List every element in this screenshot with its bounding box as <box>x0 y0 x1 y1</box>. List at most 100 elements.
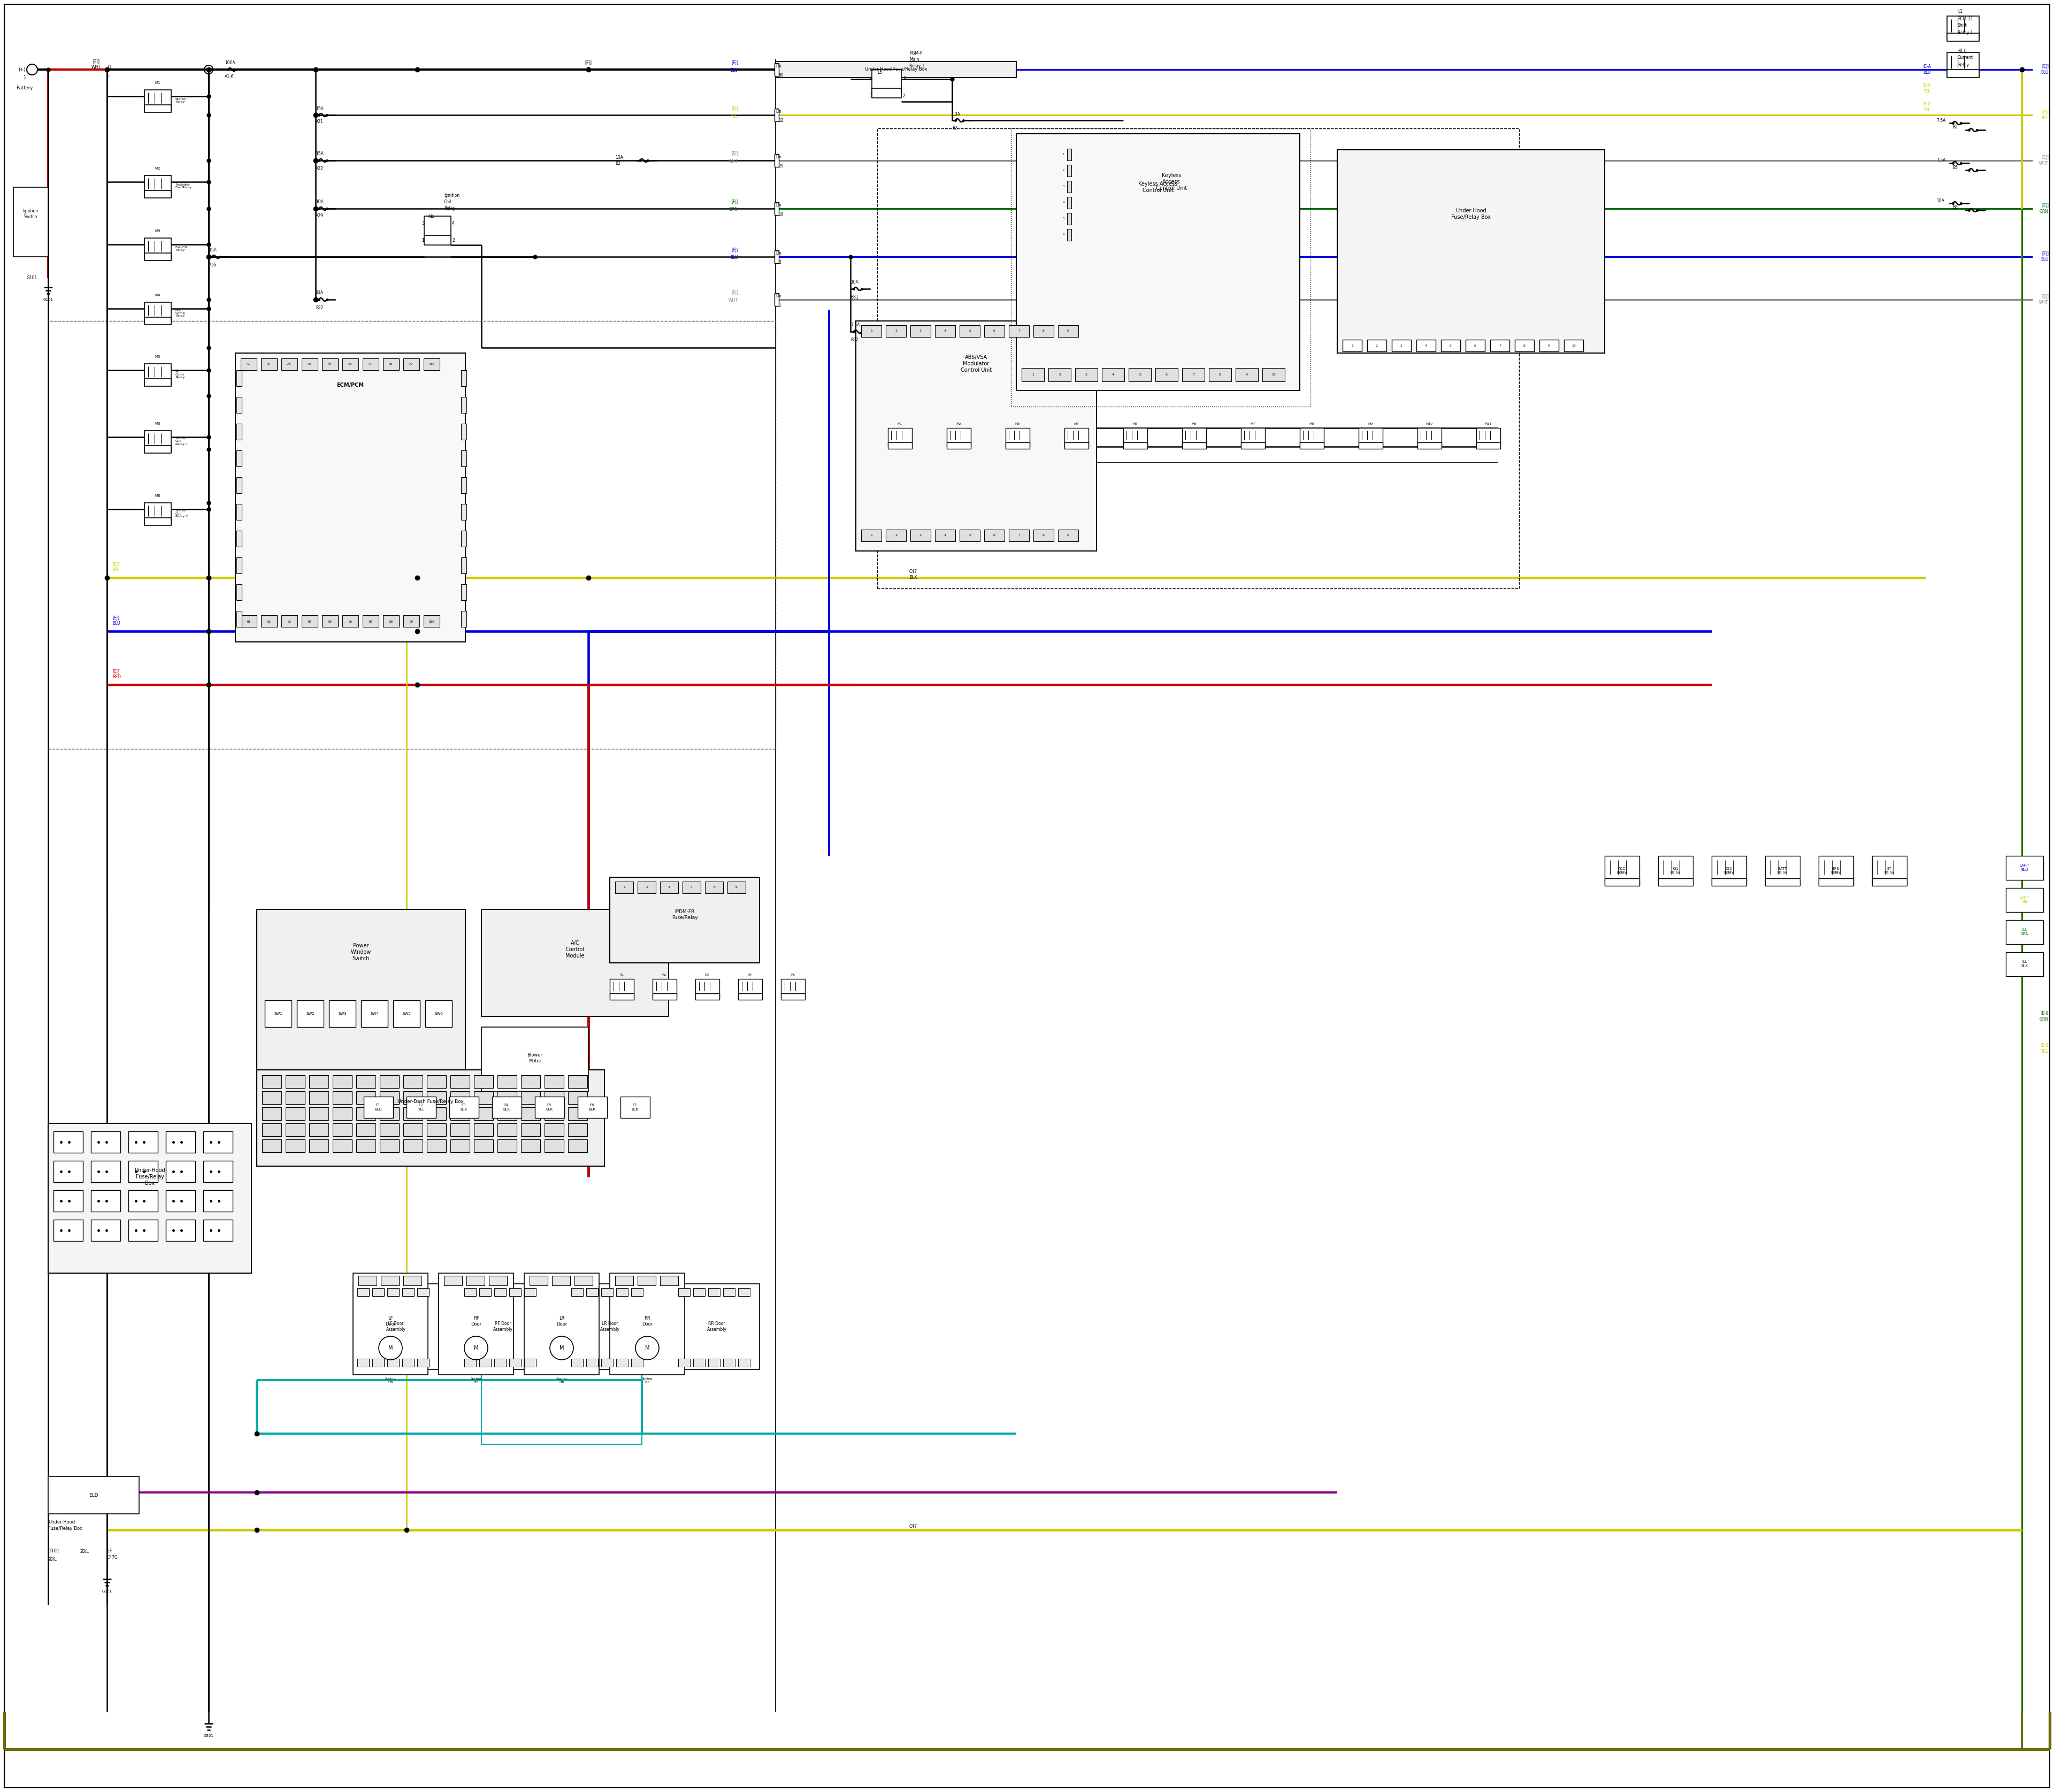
Bar <box>1006 428 1029 446</box>
Text: [EJ]
YEL: [EJ] YEL <box>113 563 119 572</box>
Text: 1: 1 <box>23 75 25 81</box>
Text: 7.5A: 7.5A <box>1937 118 1945 124</box>
Text: Relay 1: Relay 1 <box>910 65 924 68</box>
Text: 3: 3 <box>904 77 906 82</box>
Text: M9: M9 <box>154 229 160 233</box>
Text: 8: 8 <box>1043 330 1045 333</box>
Text: Keyless
Access
Control Unit: Keyless Access Control Unit <box>1156 174 1187 190</box>
Bar <box>1337 151 1604 353</box>
Bar <box>423 615 440 627</box>
Text: [EJ]: [EJ] <box>731 247 737 253</box>
Bar <box>286 1124 304 1136</box>
Bar <box>857 321 1097 550</box>
Text: 1F: 1F <box>107 1548 111 1554</box>
Bar <box>571 1288 583 1296</box>
Text: 3: 3 <box>1085 375 1087 376</box>
Bar <box>355 1124 376 1136</box>
Bar <box>602 1288 612 1296</box>
Text: 2: 2 <box>645 885 647 889</box>
Text: B5: B5 <box>329 620 333 624</box>
Bar <box>353 1272 427 1374</box>
Text: B2: B2 <box>953 125 957 131</box>
Bar <box>417 1358 429 1367</box>
Bar <box>403 1075 423 1088</box>
Text: 10: 10 <box>1571 344 1575 348</box>
Text: 15A: 15A <box>316 152 325 156</box>
Text: 10A: 10A <box>953 111 959 116</box>
Bar <box>1393 340 1411 351</box>
Bar <box>727 882 746 894</box>
Bar <box>678 1288 690 1296</box>
Text: 1: 1 <box>622 885 624 889</box>
Text: IE-8
YEL: IE-8 YEL <box>1923 102 1931 113</box>
Bar <box>723 1288 735 1296</box>
Bar <box>659 1276 678 1285</box>
Bar <box>544 1091 563 1104</box>
Bar <box>236 353 466 642</box>
Text: SW1: SW1 <box>273 1012 281 1016</box>
Bar <box>585 1358 598 1367</box>
Bar <box>1764 857 1799 885</box>
Bar <box>887 428 912 446</box>
Text: 2: 2 <box>896 534 898 538</box>
Bar <box>464 1358 477 1367</box>
Bar <box>166 1190 195 1211</box>
Text: B8: B8 <box>1953 204 1957 210</box>
Text: B5: B5 <box>1953 165 1957 170</box>
Bar <box>1068 197 1072 208</box>
Bar <box>481 1027 587 1091</box>
Text: F2
YEL: F2 YEL <box>417 1104 425 1111</box>
Bar <box>286 1091 304 1104</box>
Bar <box>1183 367 1204 382</box>
Text: 7.5A: 7.5A <box>1937 158 1945 163</box>
Text: M2: M2 <box>154 167 160 170</box>
Bar <box>343 358 357 371</box>
Text: SW5: SW5 <box>403 1012 411 1016</box>
Bar <box>616 1288 629 1296</box>
Bar <box>723 1358 735 1367</box>
Bar <box>959 530 980 541</box>
Bar <box>464 1288 477 1296</box>
Text: WHT: WHT <box>729 297 737 303</box>
Bar <box>497 1140 518 1152</box>
Text: 5: 5 <box>969 330 972 333</box>
Text: Fan Ctrl
Relay: Fan Ctrl Relay <box>175 246 189 251</box>
Text: Main: Main <box>910 57 920 63</box>
Bar <box>460 504 466 520</box>
Bar <box>1033 324 1054 337</box>
Text: BLU: BLU <box>731 68 737 73</box>
Text: 5: 5 <box>1138 375 1140 376</box>
Text: 7: 7 <box>1019 330 1021 333</box>
Bar <box>144 176 170 197</box>
Bar <box>263 1124 281 1136</box>
Bar <box>1006 443 1029 448</box>
Text: 1: 1 <box>107 73 109 77</box>
Text: Spring
Pin: Spring Pin <box>557 1378 567 1383</box>
Text: F7
BLK: F7 BLK <box>631 1104 639 1111</box>
Text: B6: B6 <box>349 620 353 624</box>
Bar <box>495 1288 505 1296</box>
Bar <box>1368 340 1386 351</box>
Bar <box>1154 367 1177 382</box>
Text: PGM-FI: PGM-FI <box>910 52 924 56</box>
Bar <box>524 1288 536 1296</box>
Bar <box>310 1107 329 1120</box>
Bar <box>614 882 633 894</box>
Bar <box>257 909 466 1070</box>
Bar <box>355 1107 376 1120</box>
Text: Fuse/Relay Box: Fuse/Relay Box <box>47 1527 82 1530</box>
Bar <box>355 1140 376 1152</box>
Text: [EJ]
GRN: [EJ] GRN <box>2040 204 2048 213</box>
Bar <box>310 1140 329 1152</box>
Bar <box>910 324 930 337</box>
Bar <box>1818 857 1853 885</box>
Text: B7: B7 <box>370 620 372 624</box>
Text: LR
Door: LR Door <box>557 1315 567 1326</box>
Bar <box>286 1107 304 1120</box>
Bar <box>631 1288 643 1296</box>
Text: Dn: Dn <box>776 109 781 115</box>
Bar <box>1237 367 1257 382</box>
Bar <box>935 324 955 337</box>
Bar <box>2007 889 2044 912</box>
Bar <box>1058 530 1078 541</box>
